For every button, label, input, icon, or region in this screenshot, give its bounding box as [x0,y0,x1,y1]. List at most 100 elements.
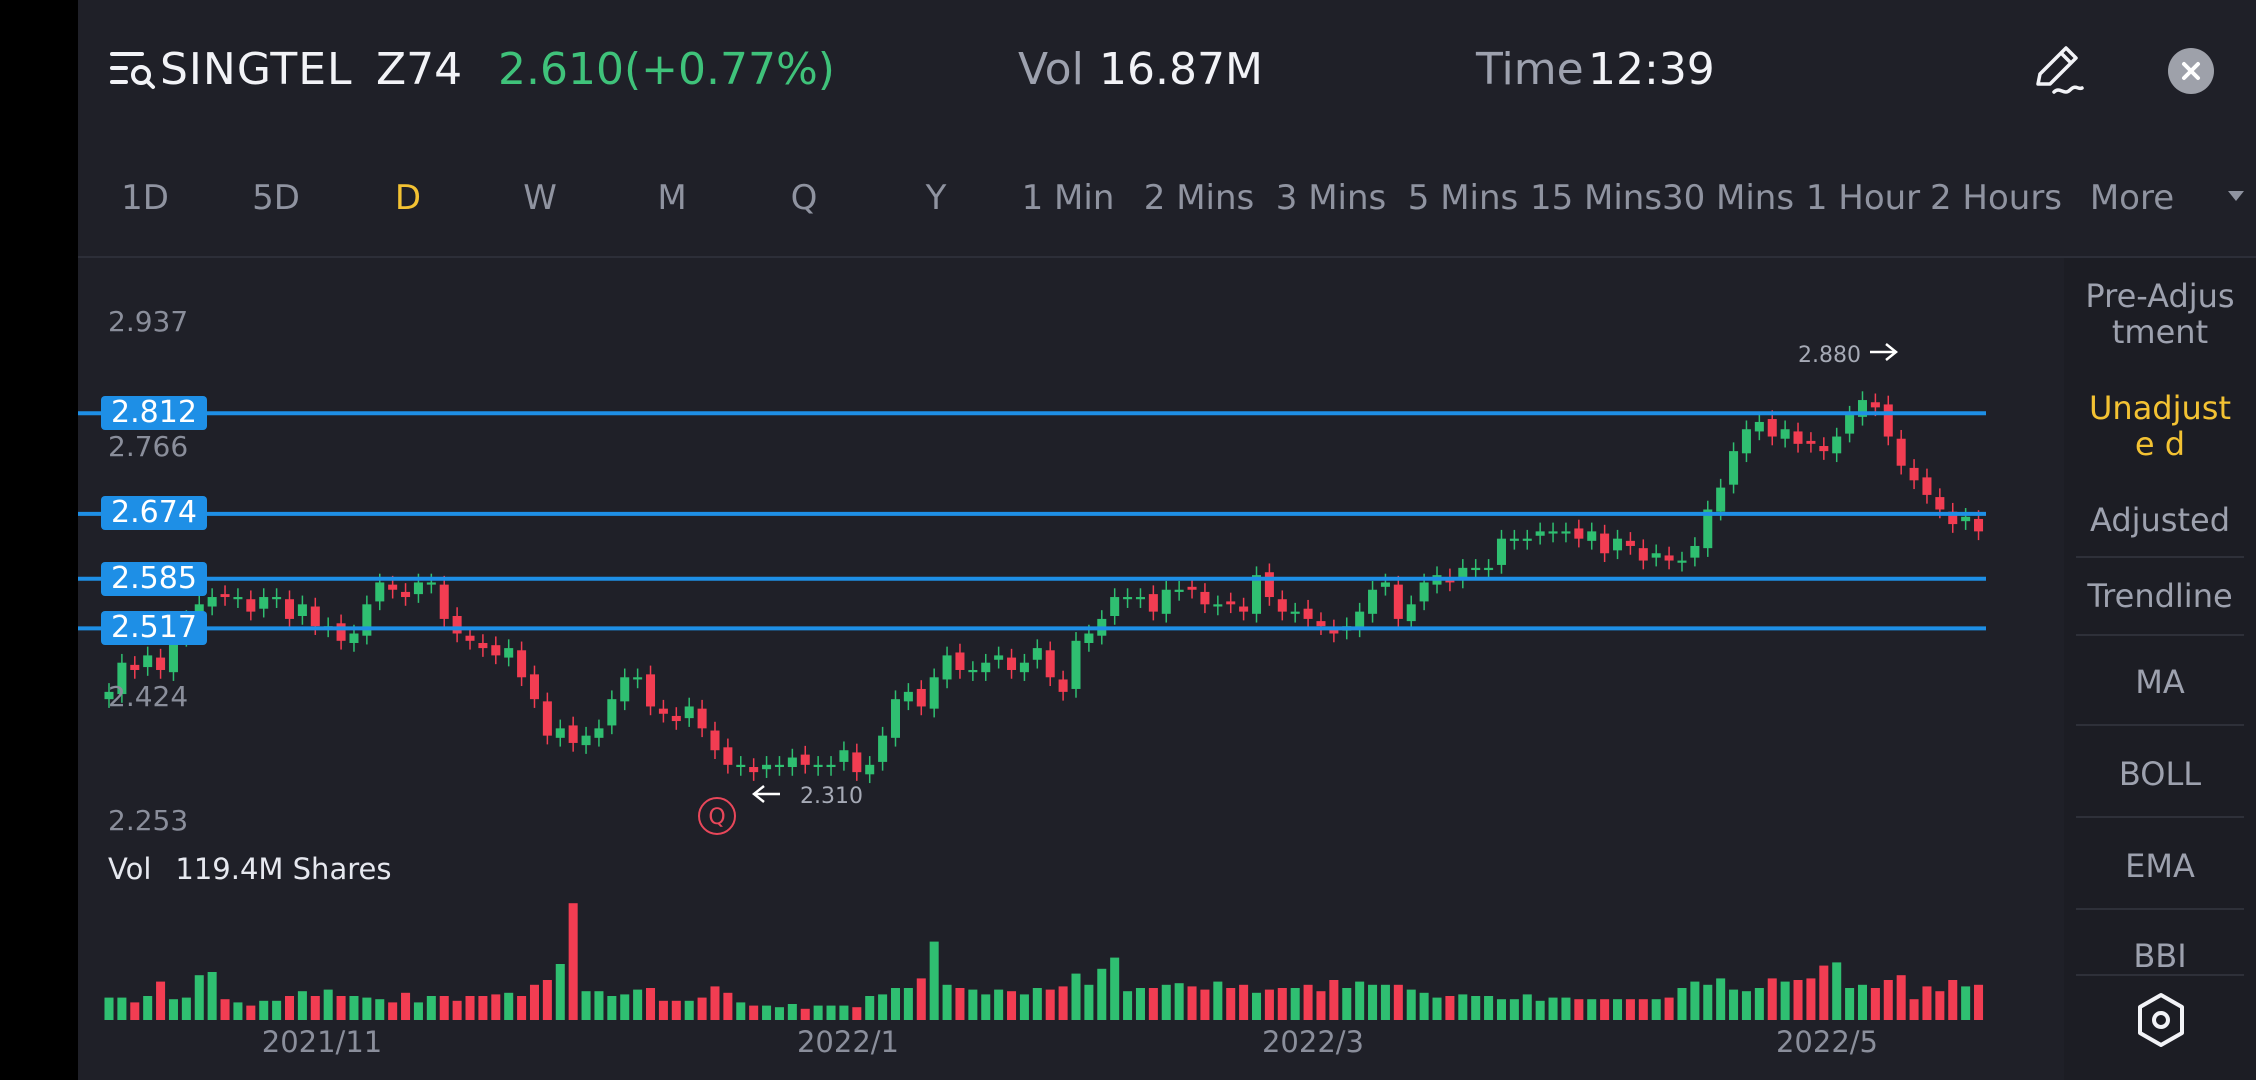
pencil-icon[interactable] [2028,40,2088,100]
volume-bar [439,996,449,1020]
tab-more[interactable]: More [2089,178,2175,218]
candle-body [1277,599,1287,612]
candle-body [1677,560,1687,563]
volume-bar [620,994,630,1020]
tab-1d[interactable]: 1D [121,178,169,218]
candle-body [890,699,901,738]
candle-body [594,728,604,738]
volume-bar [1355,981,1365,1020]
pre-adjustment-option[interactable]: Pre-Adjus tment [2085,277,2235,351]
ma-indicator[interactable]: MA [2135,663,2185,701]
volume-bar [1123,991,1133,1020]
candle-body [1909,467,1919,481]
tab-quarter[interactable]: Q [790,178,818,218]
candle-body [336,623,346,641]
candle-body [1148,594,1158,612]
tab-day[interactable]: D [394,178,422,218]
volume-bar [413,1002,423,1020]
volume-bar [800,1008,810,1020]
tab-month[interactable]: M [657,178,687,218]
level-label-2674[interactable]: 2.674 [101,496,207,530]
candle-body [1226,601,1236,605]
close-button[interactable] [2168,48,2214,94]
candle-body [736,764,746,768]
volume-bar [1239,984,1249,1020]
candle-body [529,674,539,700]
volume-bar [839,1005,849,1020]
tab-2-mins[interactable]: 2 Mins [1143,178,1255,218]
candle-body [1793,431,1803,444]
candle-body [1058,679,1068,692]
dropdown-arrow-icon[interactable] [2226,188,2246,204]
candle-body [491,645,501,656]
candle-body [1071,640,1081,689]
tab-1-min[interactable]: 1 Min [1021,178,1115,218]
tab-5d[interactable]: 5D [252,178,300,218]
ema-indicator[interactable]: EMA [2125,847,2195,885]
candle-body [684,706,694,719]
period-tabs: 1D 5D D W M Q Y 1 Min 2 Mins 3 Mins 5 Mi… [78,170,2256,226]
tab-week[interactable]: W [523,178,557,218]
volume-bar [1883,980,1893,1020]
level-label-2517[interactable]: 2.517 [101,611,207,645]
q-marker-badge[interactable]: Q [698,797,736,835]
level-label-2585[interactable]: 2.585 [101,562,207,596]
adjusted-option[interactable]: Adjusted [2089,501,2231,539]
volume-bar [168,999,178,1020]
candle-body [246,599,256,612]
unadjusted-option[interactable]: Unadjuste d [2088,389,2231,463]
volume-bar [336,996,346,1020]
candle-body [955,652,965,670]
boll-indicator[interactable]: BOLL [2118,755,2202,793]
volume-bar [762,1005,772,1020]
time-value: 12:39 [1588,44,1715,95]
candle-body [994,655,1004,660]
tab-5-mins[interactable]: 5 Mins [1407,178,1519,218]
volume-bar [1574,999,1584,1020]
level-label-2812[interactable]: 2.812 [101,396,207,430]
volume-label: Vol [1018,44,1084,95]
candle-body [916,688,926,707]
volume-bar [1264,989,1274,1020]
candle-body [787,757,797,768]
volume-bar [1922,986,1932,1020]
candlestick-chart[interactable] [78,258,1986,1080]
candle-body [349,633,359,643]
panel-divider [2076,724,2244,726]
volume-bar [1948,980,1958,1020]
bbi-indicator[interactable]: BBI [2133,938,2187,974]
y-tick-label: 2.937 [108,305,189,338]
candle-body [413,582,423,595]
candle-body [1613,538,1623,551]
candle-body [1780,429,1790,439]
tab-2-hours[interactable]: 2 Hours [1929,178,2063,218]
volume-bar [130,1002,140,1020]
volume-bar [1406,989,1416,1020]
list-search-icon[interactable] [108,46,160,94]
volume-bar [1458,994,1468,1020]
candle-body [1484,567,1494,571]
volume-bar [1535,1000,1545,1020]
tab-year[interactable]: Y [925,178,947,218]
volume-bar [542,980,552,1020]
candle-body [1393,584,1403,619]
candle-body [284,599,295,619]
tab-15-mins[interactable]: 15 Mins [1529,178,1663,218]
volume-bar [143,996,153,1020]
settings-hexagon-icon[interactable] [2136,992,2186,1048]
candle-body [259,597,269,609]
volume-bar [1509,999,1519,1020]
candle-body [762,764,772,770]
tab-30-mins[interactable]: 30 Mins [1661,178,1795,218]
tab-1-hour[interactable]: 1 Hour [1805,178,1921,218]
tab-3-mins[interactable]: 3 Mins [1275,178,1387,218]
candle-body [439,584,449,619]
volume-bar [1638,999,1648,1020]
volume-bar [1329,980,1339,1020]
candle-body [671,715,681,722]
candle-body [1251,575,1262,614]
volume-bar [323,989,333,1020]
trendline-option[interactable]: Trendline [2087,577,2233,615]
volume-bar [297,991,307,1020]
candle-body [1896,438,1906,466]
